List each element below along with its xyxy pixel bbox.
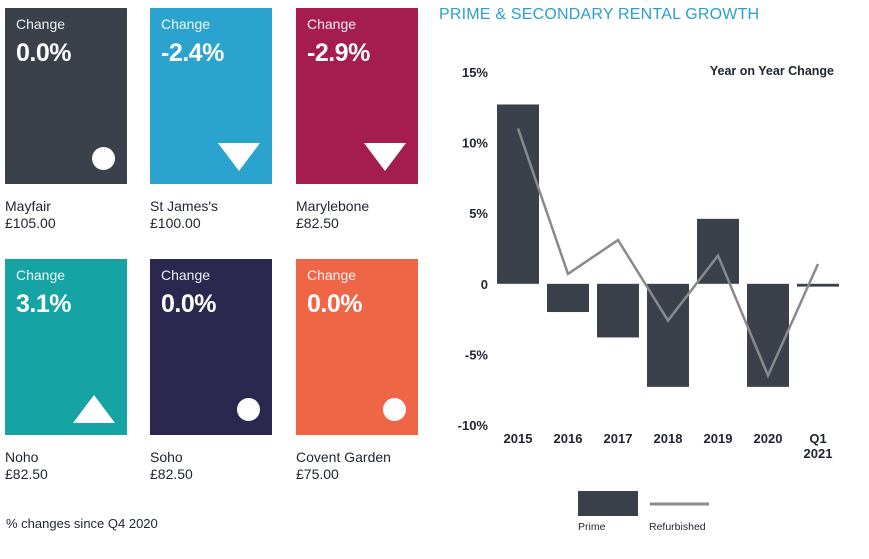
change-label: Change — [307, 16, 357, 32]
x-tick-label: 2015 — [504, 431, 533, 446]
change-value: 3.1% — [16, 290, 71, 318]
area-price: £105.00 — [5, 215, 56, 231]
area-price: £100.00 — [150, 215, 201, 231]
y-tick-label: -10% — [458, 418, 489, 433]
x-tick-label: 2020 — [754, 431, 783, 446]
change-value: -2.4% — [161, 39, 224, 67]
area-caption: Mayfair £105.00 — [5, 198, 56, 232]
up-triangle-icon — [73, 395, 115, 423]
change-label: Change — [307, 267, 357, 283]
area-price: £75.00 — [296, 466, 339, 482]
x-tick-label: 2019 — [704, 431, 733, 446]
legend-label-prime: Prime — [578, 521, 606, 533]
change-value: -2.9% — [307, 39, 370, 67]
bar-prime-3 — [647, 283, 689, 387]
tile-soho: Change 0.0% — [150, 259, 272, 435]
rental-growth-chart: 15% 10% 5% 0 -5% -10% Year on Year Change 2015 2… — [458, 64, 839, 533]
x-tick-label: 2016 — [554, 431, 583, 446]
x-tick-label: 2017 — [604, 431, 633, 446]
change-label: Change — [161, 267, 211, 283]
area-caption: Soho £82.50 — [150, 449, 193, 483]
change-label: Change — [161, 16, 211, 32]
x-tick-label: 2021 — [804, 446, 833, 461]
tile-st-james-s: Change -2.4% — [150, 8, 272, 184]
area-caption: Covent Garden £75.00 — [296, 449, 391, 483]
area-name: Noho — [5, 449, 39, 465]
bar-prime-5 — [747, 283, 789, 387]
change-value: 0.0% — [307, 290, 362, 318]
chart-title: PRIME & SECONDARY RENTAL GROWTH — [439, 6, 760, 23]
bar-prime-0 — [497, 104, 539, 284]
footnote: % changes since Q4 2020 — [6, 516, 158, 531]
area-name: St James's — [150, 198, 219, 214]
bar-prime-2 — [597, 283, 639, 338]
legend-label-refurbished: Refurbished — [649, 521, 706, 533]
down-triangle-icon — [364, 143, 406, 171]
y-tick-label: 10% — [462, 136, 488, 151]
area-caption: St James's £100.00 — [150, 198, 218, 232]
no-change-circle-icon — [92, 147, 115, 170]
tile-marylebone: Change -2.9% — [296, 8, 418, 184]
y-tick-label: -5% — [465, 347, 489, 362]
area-name: Marylebone — [296, 198, 370, 214]
x-tick-label: 2018 — [654, 431, 683, 446]
change-label: Change — [16, 267, 66, 283]
y-tick-label: 15% — [462, 65, 488, 80]
change-value: 0.0% — [161, 290, 216, 318]
area-price: £82.50 — [150, 466, 193, 482]
x-tick-label: Q1 — [809, 431, 826, 446]
tile-covent-garden: Change 0.0% — [296, 259, 418, 435]
change-value: 0.0% — [16, 39, 71, 67]
no-change-circle-icon — [383, 398, 406, 421]
y-tick-label: 5% — [469, 206, 488, 221]
bar-prime-6 — [797, 283, 839, 287]
area-price: £82.50 — [296, 215, 339, 231]
no-change-circle-icon — [237, 398, 260, 421]
area-price: £82.50 — [5, 466, 48, 482]
change-label: Change — [16, 16, 66, 32]
area-name: Covent Garden — [296, 449, 391, 465]
area-caption: Marylebone £82.50 — [296, 198, 369, 232]
tile-noho: Change 3.1% — [5, 259, 127, 435]
down-triangle-icon — [218, 143, 260, 171]
y-tick-label: 0 — [481, 277, 488, 292]
area-caption: Noho £82.50 — [5, 449, 48, 483]
tile-mayfair: Change 0.0% — [5, 8, 127, 184]
bar-prime-1 — [547, 283, 589, 313]
area-name: Soho — [150, 449, 183, 465]
chart-subtitle: Year on Year Change — [710, 64, 834, 78]
area-name: Mayfair — [5, 198, 51, 214]
legend-swatch-prime — [578, 491, 638, 516]
